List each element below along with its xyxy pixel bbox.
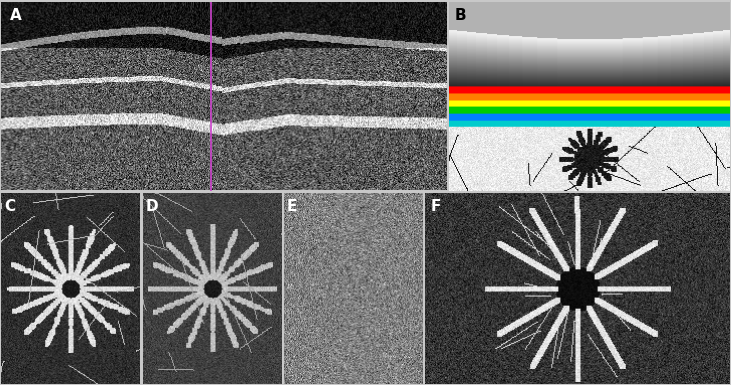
Text: C: C: [4, 199, 15, 214]
Text: A: A: [10, 8, 22, 23]
Text: F: F: [431, 199, 442, 214]
Text: D: D: [145, 199, 158, 214]
Text: E: E: [287, 199, 297, 214]
Text: B: B: [455, 8, 466, 23]
